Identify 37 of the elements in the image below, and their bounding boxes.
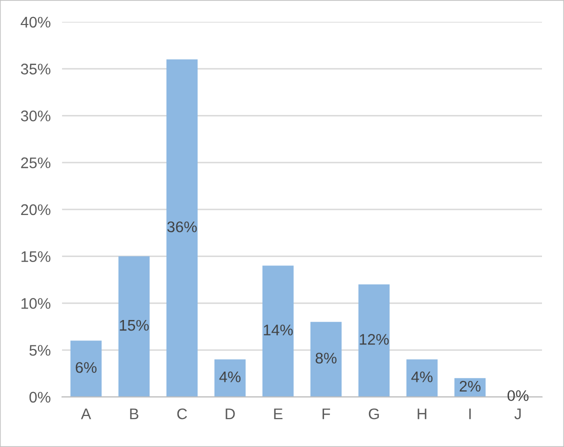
- data-label: 8%: [316, 352, 337, 364]
- y-tick-label: 10%: [22, 298, 50, 309]
- data-label: 4%: [219, 372, 241, 382]
- data-label: 2%: [460, 380, 481, 392]
- x-tick-label: E: [274, 408, 282, 420]
- data-label: 0%: [508, 390, 529, 402]
- bar: [166, 59, 198, 397]
- bar: [310, 322, 342, 397]
- y-tick-label: 5%: [29, 344, 50, 356]
- y-tick-label: 35%: [20, 64, 50, 74]
- bar: [118, 256, 150, 397]
- bar: [262, 266, 294, 397]
- x-tick-label: J: [514, 408, 521, 420]
- data-label: 15%: [120, 320, 149, 331]
- data-label: 6%: [76, 362, 97, 373]
- data-label: 36%: [167, 221, 197, 232]
- x-tick-label: A: [80, 408, 92, 420]
- x-tick-label: H: [418, 408, 426, 420]
- data-label: 4%: [411, 372, 433, 382]
- bar: [358, 284, 390, 397]
- x-tick-label: D: [226, 408, 235, 420]
- x-tick-label: C: [177, 408, 187, 420]
- y-tick-label: 20%: [21, 204, 50, 216]
- y-tick-label: 15%: [22, 251, 50, 262]
- data-label: 14%: [264, 324, 293, 336]
- bar: [406, 359, 438, 397]
- x-tick-label: I: [469, 408, 471, 420]
- bar: [214, 359, 246, 397]
- y-tick-label: 40%: [20, 16, 50, 28]
- bar: [70, 340, 102, 397]
- x-tick-label: F: [322, 408, 330, 420]
- x-tick-label: G: [368, 408, 379, 420]
- y-tick-label: 30%: [20, 110, 50, 122]
- x-tick-label: B: [130, 408, 138, 420]
- y-tick-label: 0%: [29, 392, 50, 403]
- y-tick-label: 25%: [21, 157, 50, 168]
- data-label: 12%: [360, 334, 389, 345]
